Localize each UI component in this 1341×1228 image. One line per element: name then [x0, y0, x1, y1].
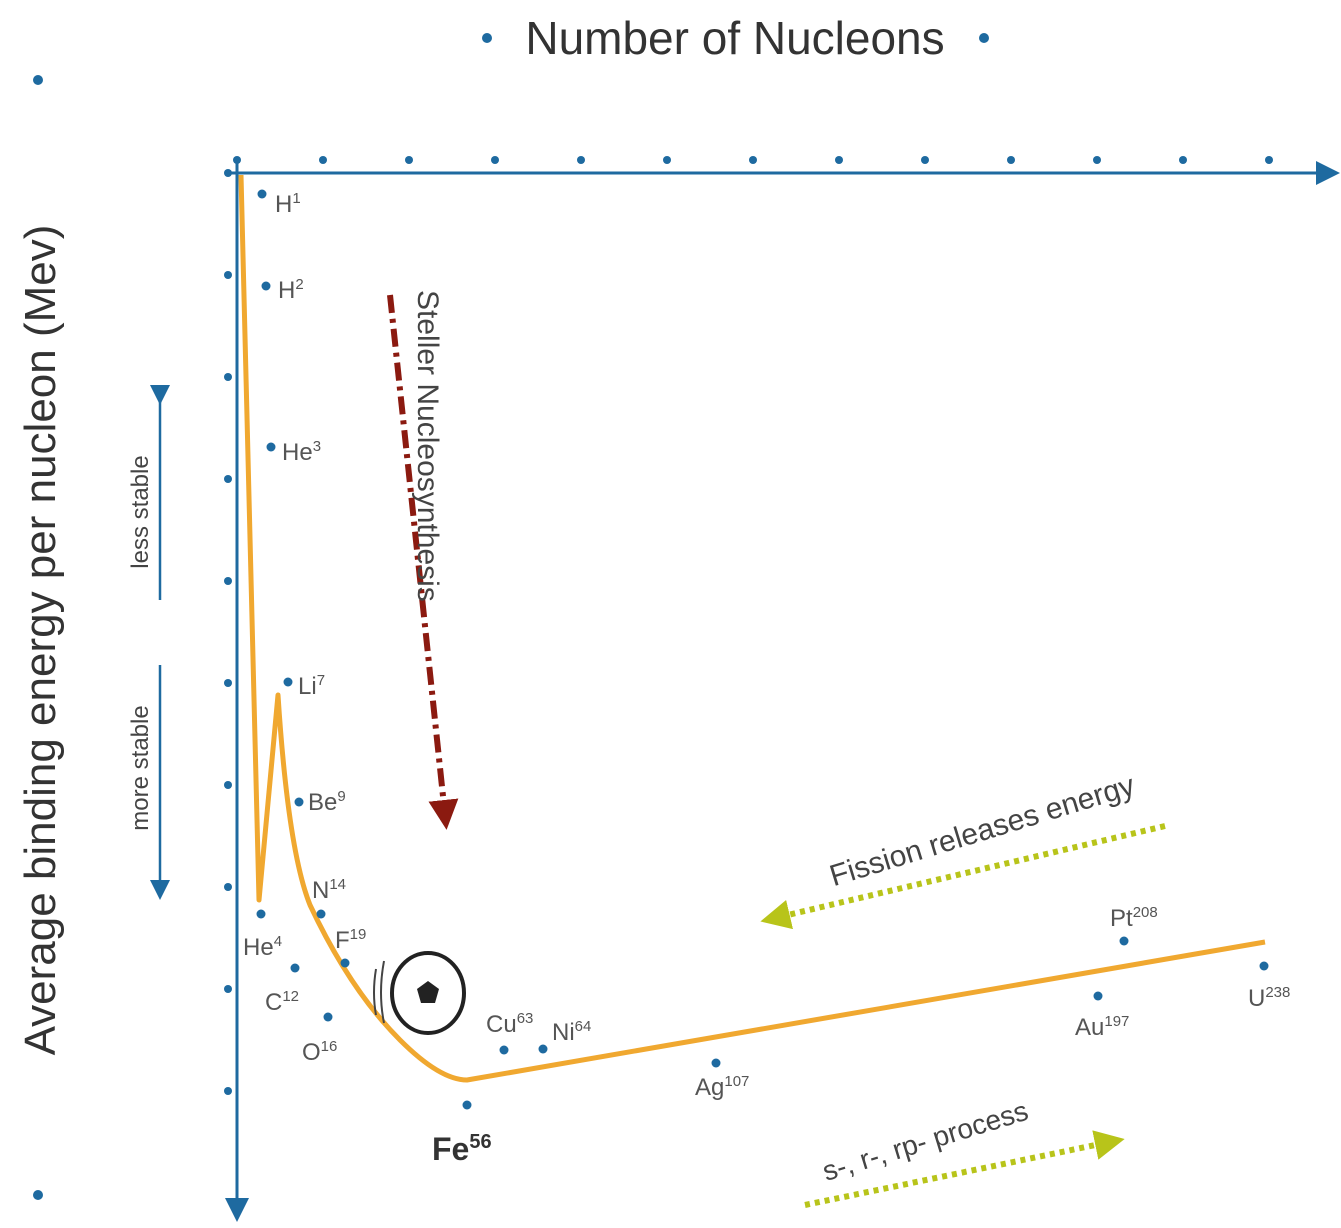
- axis-dot: [1007, 156, 1015, 164]
- nuclide-dot: [317, 910, 326, 919]
- nuclide-dot: [341, 959, 350, 968]
- axis-dot: [233, 156, 241, 164]
- axis-dot: [491, 156, 499, 164]
- nuclide-label: C12: [265, 988, 299, 1016]
- nuclide-dot: [284, 678, 293, 687]
- axis-dot: [224, 169, 232, 177]
- nuclide-symbol: Ag: [695, 1074, 724, 1101]
- nuclide-dot: [1094, 992, 1103, 1001]
- axis-dot: [749, 156, 757, 164]
- nuclide-mass: 19: [350, 926, 367, 943]
- nuclide-label: N14: [312, 876, 346, 904]
- nuclide-mass: 238: [1265, 984, 1290, 1001]
- nuclide-symbol: Fe: [432, 1131, 469, 1167]
- axis-dot: [1093, 156, 1101, 164]
- nuclide-symbol: U: [1248, 985, 1265, 1012]
- less-stable: less stable: [127, 455, 154, 568]
- more-stable: more stable: [127, 705, 154, 830]
- axis-dot: [224, 781, 232, 789]
- nuclide-mass: 63: [517, 1010, 534, 1027]
- nuclide-symbol: He: [243, 934, 274, 961]
- nuclide-dot: [262, 282, 271, 291]
- nuclide-dot: [267, 443, 276, 452]
- axis-dot: [224, 883, 232, 891]
- nuclide-label: H1: [275, 190, 301, 218]
- nuclide-dot: [291, 964, 300, 973]
- axis-dot: [224, 373, 232, 381]
- nuclide-symbol: F: [335, 927, 350, 954]
- axis-dot: [224, 577, 232, 585]
- nuclide-mass: 9: [337, 788, 345, 805]
- nuclide-symbol: He: [282, 439, 313, 466]
- nuclide-symbol: C: [265, 989, 282, 1016]
- nuclide-symbol: H: [275, 191, 292, 218]
- nuclide-label: H2: [278, 276, 304, 304]
- nuclide-label: F19: [335, 926, 366, 954]
- axis-dot: [224, 475, 232, 483]
- nuclide-mass: 197: [1104, 1013, 1129, 1030]
- nuclide-mass: 12: [282, 988, 299, 1005]
- axis-dot: [1265, 156, 1273, 164]
- nuclide-label: Fe56: [432, 1131, 492, 1167]
- nuclide-label: O16: [302, 1038, 337, 1066]
- nuclide-label: Au197: [1075, 1013, 1129, 1041]
- nuclide-label: U238: [1248, 984, 1290, 1012]
- nuclide-mass: 64: [575, 1018, 592, 1035]
- nuclide-symbol: O: [302, 1039, 321, 1066]
- axis-dot: [921, 156, 929, 164]
- axis-dot: [224, 679, 232, 687]
- nuclide-dot: [712, 1059, 721, 1068]
- nuclide-dot: [257, 910, 266, 919]
- axis-dot: [224, 1087, 232, 1095]
- nuclide-symbol: N: [312, 877, 329, 904]
- nuclide-label: He3: [282, 438, 321, 466]
- nuclide-symbol: Pt: [1110, 905, 1133, 932]
- nuclide-label: Ni64: [552, 1018, 591, 1046]
- axis-dot: [224, 985, 232, 993]
- nuclide-mass: 14: [329, 876, 346, 893]
- nuclide-mass: 2: [295, 276, 303, 293]
- nuclide-label: Li7: [298, 672, 325, 700]
- nuclide-symbol: Ni: [552, 1019, 575, 1046]
- nuclide-mass: 208: [1133, 904, 1158, 921]
- axis-dot: [405, 156, 413, 164]
- y-axis-label: Average binding energy per nucleon (Mev): [16, 225, 65, 1056]
- nuclide-symbol: Li: [298, 673, 317, 700]
- axis-dot: [319, 156, 327, 164]
- axis-dot: [1179, 156, 1187, 164]
- nuclide-mass: 7: [317, 672, 325, 689]
- nuclide-dot: [539, 1045, 548, 1054]
- nuclide-mass: 107: [724, 1073, 749, 1090]
- axis-dot: [577, 156, 585, 164]
- nuclide-symbol: Be: [308, 789, 337, 816]
- nuclide-label: He4: [243, 933, 282, 961]
- nuclide-dot: [500, 1046, 509, 1055]
- nuclide-label: Be9: [308, 788, 346, 816]
- nuclide-symbol: Cu: [486, 1011, 517, 1038]
- nuclide-mass: 56: [469, 1131, 491, 1153]
- nuclide-mass: 4: [274, 933, 282, 950]
- axis-dot: [835, 156, 843, 164]
- axis-dot: [663, 156, 671, 164]
- stellar-label: Steller Nucleosynthesis: [411, 290, 444, 602]
- process-label: s-, r-, rp- process: [819, 1095, 1032, 1187]
- nuclide-label: Pt208: [1110, 904, 1158, 932]
- nuclide-mass: 16: [321, 1038, 338, 1055]
- diagram: Number of Nucleons Average binding energ…: [0, 0, 1341, 1228]
- nuclide-symbol: Au: [1075, 1014, 1104, 1041]
- nuclide-symbol: H: [278, 277, 295, 304]
- nuclide-mass: 1: [292, 190, 300, 207]
- nuclide-mass: 3: [313, 438, 321, 455]
- axis-dot: [224, 271, 232, 279]
- nuclide-dot: [1260, 962, 1269, 971]
- nuclide-label: Cu63: [486, 1010, 533, 1038]
- x-axis-label: Number of Nucleons: [525, 12, 944, 64]
- fission-label: Fission releases energy: [826, 769, 1139, 893]
- nuclide-dot: [463, 1101, 472, 1110]
- nuclide-dot: [295, 798, 304, 807]
- nuclide-label: Ag107: [695, 1073, 749, 1101]
- nuclide-dot: [258, 190, 267, 199]
- nuclide-dot: [1120, 937, 1129, 946]
- nuclide-dot: [324, 1013, 333, 1022]
